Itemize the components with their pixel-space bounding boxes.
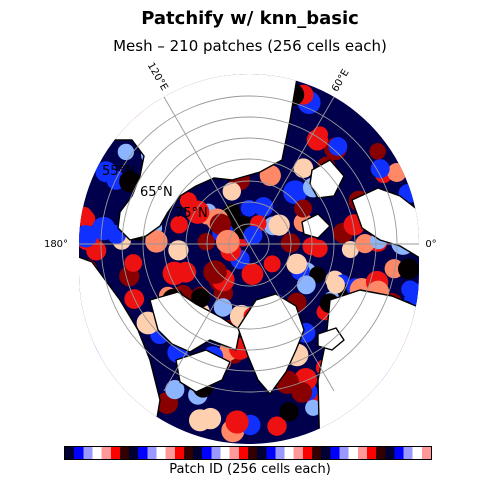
- patch-dot: [79, 225, 98, 248]
- patch-dot: [190, 288, 211, 308]
- chart-subtitle: Mesh – 210 patches (256 cells each): [113, 37, 387, 55]
- patch-dot: [79, 206, 93, 225]
- patch-dot: [243, 225, 263, 245]
- patch-dot: [268, 214, 290, 236]
- patch-dot: [216, 229, 240, 254]
- patch-dot: [328, 137, 348, 156]
- colorbar: [64, 446, 432, 460]
- patch-dot: [370, 159, 390, 179]
- lat-label-75n: 75°N: [175, 206, 208, 221]
- patch-dot: [408, 283, 419, 304]
- patch-dot: [95, 161, 117, 183]
- patch-dot: [286, 253, 308, 275]
- patch-dot: [203, 260, 227, 284]
- patch-dot: [263, 255, 281, 273]
- patch-dot: [165, 380, 185, 400]
- patch-dot: [145, 230, 168, 253]
- patch-dot: [213, 298, 233, 317]
- patch-dot: [305, 399, 322, 416]
- land-greenland: [237, 293, 305, 395]
- patch-dot: [189, 409, 212, 432]
- patch-dot: [387, 163, 407, 182]
- land-svalbard: [301, 213, 331, 239]
- patch-dot: [197, 233, 216, 251]
- patch-dot: [279, 402, 299, 422]
- patch-dot: [280, 233, 301, 253]
- lat-label-55n: 55°N: [102, 164, 135, 179]
- patch-dot: [240, 199, 258, 217]
- patch-dot: [117, 143, 135, 161]
- patch-dot: [369, 143, 387, 160]
- patch-dot: [309, 239, 328, 258]
- patch-dot: [259, 164, 281, 187]
- patch-dot: [124, 254, 143, 272]
- patch-dot: [168, 240, 189, 261]
- lon-label-0: 0°: [425, 239, 436, 250]
- lon-label-60e: 60°E: [330, 68, 352, 94]
- patch-dot: [241, 263, 264, 285]
- lon-label-120e: 120°E: [145, 61, 170, 93]
- map-disc: [79, 74, 419, 444]
- graticule: [79, 95, 419, 393]
- patch-dot: [175, 261, 197, 283]
- patch-dot: [296, 275, 316, 295]
- lat-label-65n: 65°N: [140, 185, 173, 200]
- lon-label-180: 180°: [44, 239, 68, 250]
- patch-dot: [136, 311, 160, 335]
- colorbar-label: Patch ID (256 cells each): [169, 462, 331, 477]
- land-hudson-region: [175, 349, 231, 393]
- land-iceland: [317, 327, 345, 351]
- patch-dot: [267, 416, 287, 436]
- patch-dot: [253, 197, 274, 217]
- patch-dot: [398, 258, 419, 280]
- patch-dot: [326, 275, 345, 294]
- patch-dot: [222, 182, 241, 201]
- patch-dot: [225, 410, 249, 434]
- patch-dot: [293, 158, 314, 178]
- land-canadian-arctic: [149, 291, 241, 353]
- patch-dot: [170, 215, 188, 234]
- patch-dot: [283, 180, 307, 205]
- land-novaya-zemlya: [309, 159, 345, 199]
- patch-dot: [294, 199, 313, 218]
- chart-title: Patchify w/ knn_basic: [141, 8, 359, 29]
- patch-dot: [384, 259, 404, 279]
